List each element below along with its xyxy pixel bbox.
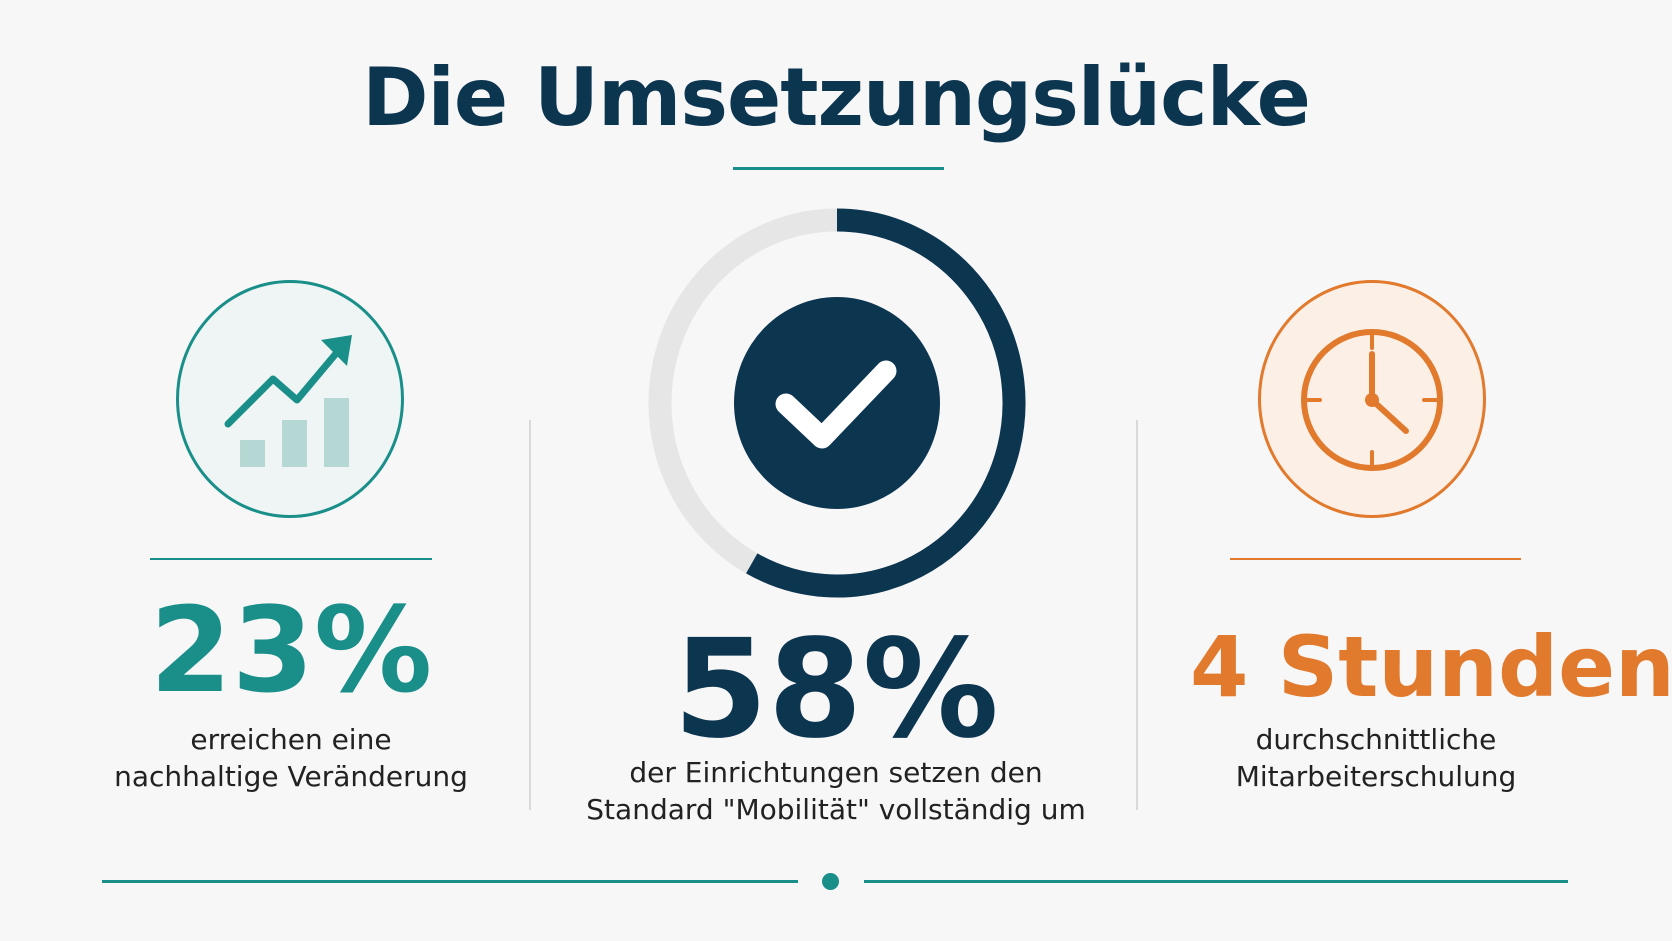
stat-value-change: 23%	[149, 581, 433, 719]
stat-label-mobility: der Einrichtungen setzen den Standard "M…	[586, 756, 1086, 826]
column-divider-left	[529, 420, 531, 810]
stat-value-training: 4 Stunden	[1190, 618, 1672, 716]
footer-line-left	[102, 880, 798, 883]
clock-icon	[1301, 329, 1443, 471]
stat-value-mobility: 58%	[673, 611, 999, 769]
title-underline	[733, 167, 944, 170]
column-divider-right	[1136, 420, 1138, 810]
stat-label-change: erreichen eine nachhaltige Veränderung	[114, 723, 468, 793]
checkmark-icon	[775, 360, 897, 449]
footer-line-right	[864, 880, 1568, 883]
page-title: Die Umsetzungslücke	[362, 51, 1311, 144]
trend-chart-icon	[224, 335, 352, 467]
progress-ring	[648, 208, 1026, 598]
progress-ring-arc	[746, 208, 1026, 598]
footer-dot	[822, 873, 839, 890]
left-divider-line	[150, 558, 432, 560]
trend-icon-circle	[176, 280, 404, 518]
stat-label-training: durchschnittliche Mitarbeiterschulung	[1235, 723, 1517, 793]
checkmark-badge	[734, 297, 940, 509]
clock-icon-circle	[1258, 280, 1486, 518]
right-divider-line	[1230, 558, 1521, 560]
